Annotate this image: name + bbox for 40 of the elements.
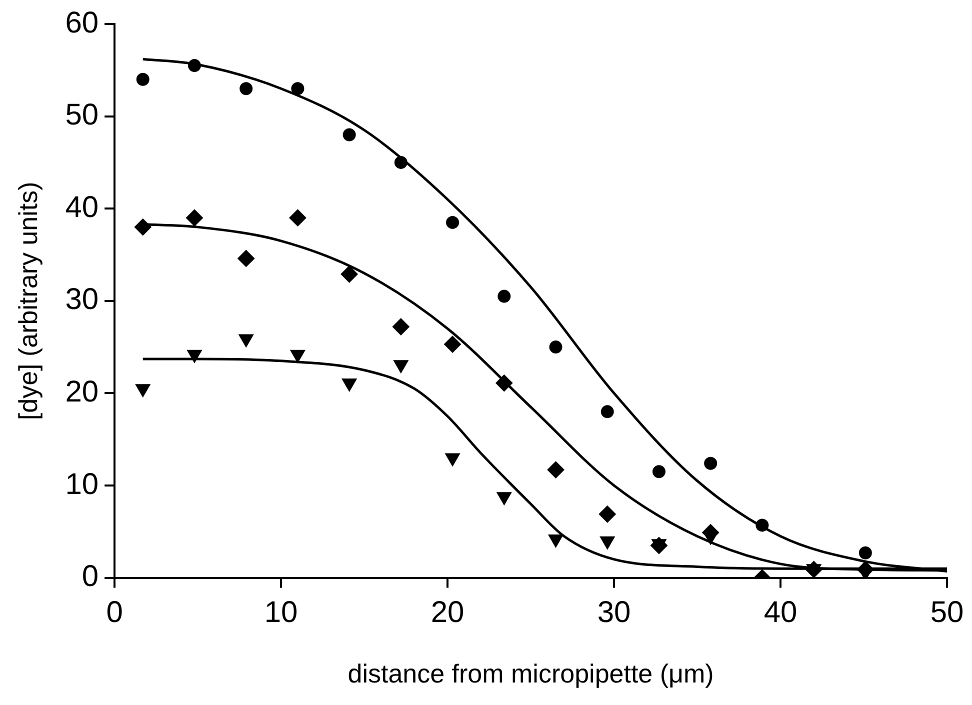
point bbox=[238, 250, 255, 267]
point bbox=[858, 546, 872, 560]
x-tick-label: 20 bbox=[430, 596, 464, 630]
point bbox=[756, 518, 769, 532]
x-tick-label: 50 bbox=[930, 596, 964, 630]
point bbox=[289, 209, 306, 226]
point bbox=[291, 82, 304, 96]
x-axis-title: distance from micropipette (μm) bbox=[348, 658, 714, 689]
point bbox=[446, 216, 460, 229]
point bbox=[342, 128, 356, 142]
point bbox=[340, 266, 358, 283]
point bbox=[652, 465, 666, 478]
y-tick-label: 60 bbox=[65, 6, 99, 40]
y-tick-label: 10 bbox=[65, 468, 99, 501]
point bbox=[186, 209, 203, 226]
y-tick-label: 40 bbox=[65, 190, 99, 224]
point bbox=[496, 374, 513, 392]
y-axis-title: [dye] (arbitrary units) bbox=[12, 182, 43, 420]
x-tick-label: 40 bbox=[764, 596, 798, 630]
y-tick-label: 30 bbox=[65, 283, 99, 316]
point bbox=[394, 156, 408, 169]
y-tick-label: 20 bbox=[65, 375, 99, 408]
x-tick-label: 0 bbox=[106, 596, 123, 630]
point bbox=[392, 318, 410, 336]
x-tick-label: 10 bbox=[264, 596, 298, 630]
point bbox=[805, 560, 822, 578]
point bbox=[598, 506, 616, 523]
point bbox=[136, 72, 150, 86]
point bbox=[240, 82, 253, 96]
y-tick-label: 0 bbox=[82, 560, 99, 594]
point bbox=[444, 336, 462, 353]
point bbox=[498, 290, 511, 303]
point bbox=[134, 218, 152, 236]
y-tick-label: 50 bbox=[65, 98, 99, 132]
x-tick-label: 30 bbox=[597, 596, 631, 630]
point bbox=[547, 461, 564, 478]
point bbox=[188, 59, 201, 72]
point bbox=[549, 340, 562, 354]
point bbox=[600, 405, 614, 418]
point bbox=[704, 456, 718, 470]
